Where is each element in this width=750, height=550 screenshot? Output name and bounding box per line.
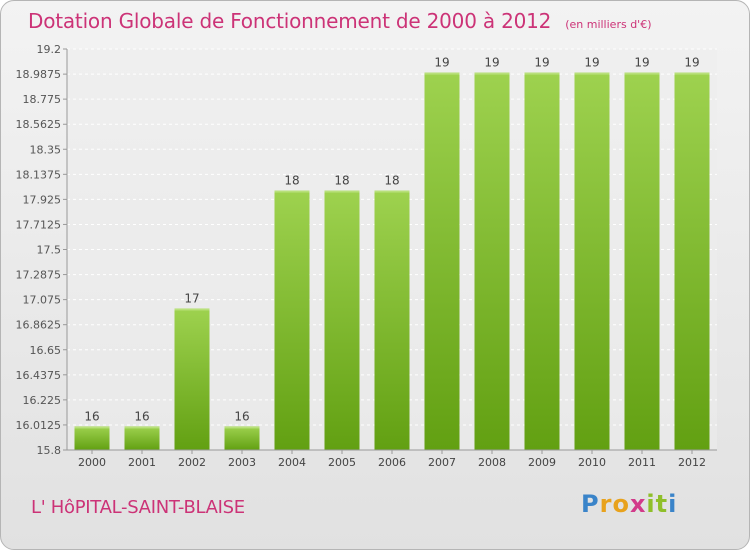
bar-highlight [224, 426, 260, 429]
bar [274, 190, 310, 450]
y-tick-label: 16.0125 [16, 419, 62, 432]
y-tick-label: 18.35 [30, 143, 62, 156]
y-tick-label: 19.2 [37, 43, 62, 56]
bar-highlight [274, 190, 310, 193]
data-label: 19 [534, 56, 549, 70]
x-tick-label: 2012 [678, 456, 706, 469]
logo-letter: t [655, 490, 669, 518]
title-row: Dotation Globale de Fonctionnement de 20… [28, 9, 651, 33]
bar [74, 426, 110, 450]
x-tick-label: 2005 [328, 456, 356, 469]
y-tick-label: 18.9875 [16, 68, 62, 81]
data-label: 16 [84, 409, 99, 423]
bars [74, 72, 710, 451]
bar [324, 190, 360, 450]
x-tick-label: 2007 [428, 456, 456, 469]
x-tick-label: 2008 [478, 456, 506, 469]
data-label: 19 [484, 56, 499, 70]
bar [674, 72, 710, 451]
x-tick-label: 2011 [628, 456, 656, 469]
x-tick-label: 2004 [278, 456, 306, 469]
proxiti-logo: Proxiti [581, 490, 677, 518]
logo-letter: P [581, 490, 600, 518]
y-tick-label: 16.8625 [16, 319, 62, 332]
y-tick-label: 16.4375 [16, 369, 62, 382]
bar [574, 72, 610, 451]
x-tick-label: 2003 [228, 456, 256, 469]
logo-letter: i [646, 490, 656, 518]
y-tick-label: 17.075 [23, 294, 62, 307]
town-name: L' HôPITAL-SAINT-BLAISE [31, 497, 245, 518]
y-tick-label: 18.775 [23, 93, 62, 106]
logo-letter: o [612, 490, 630, 518]
logo-letter: r [599, 490, 613, 518]
bar-highlight [624, 72, 660, 75]
bar-highlight [524, 72, 560, 75]
data-label: 18 [384, 174, 399, 188]
x-tick-label: 2000 [78, 456, 106, 469]
bar-highlight [74, 426, 110, 429]
data-label: 17 [184, 291, 199, 305]
bar [174, 308, 210, 450]
x-tick-label: 2010 [578, 456, 606, 469]
data-labels: 16 16 17 16 18 18 18 19 19 19 19 19 19 [84, 56, 699, 424]
bar [424, 72, 460, 451]
bar-highlight [374, 190, 410, 193]
y-tick-label: 17.925 [23, 193, 62, 206]
bar [624, 72, 660, 451]
y-tick-label: 17.2875 [16, 269, 62, 282]
data-label: 19 [634, 56, 649, 70]
data-label: 19 [584, 56, 599, 70]
data-label: 19 [434, 56, 449, 70]
y-tick-label: 16.65 [30, 344, 62, 357]
y-tick-label: 18.1375 [16, 168, 62, 181]
bar [374, 190, 410, 450]
bar [224, 426, 260, 450]
bar-highlight [424, 72, 460, 75]
bar-highlight [174, 308, 210, 311]
axes: 15.8 16.0125 16.225 16.4375 16.65 16.8625 17.0… [16, 43, 717, 469]
bar [524, 72, 560, 451]
logo-letter: i [668, 490, 678, 518]
y-tick-label: 17.5 [37, 244, 62, 257]
y-tick-label: 17.7125 [16, 218, 62, 231]
bar-highlight [474, 72, 510, 75]
logo-letter: x [629, 490, 647, 518]
bar [124, 426, 160, 450]
data-label: 18 [334, 174, 349, 188]
y-tick-label: 18.5625 [16, 118, 62, 131]
bar-highlight [574, 72, 610, 75]
chart-title: Dotation Globale de Fonctionnement de 20… [28, 9, 552, 33]
y-tick-label: 16.225 [23, 394, 62, 407]
data-label: 16 [134, 409, 149, 423]
chart-unit: (en milliers d'€) [565, 18, 652, 31]
bar-highlight [674, 72, 710, 75]
x-tick-label: 2001 [128, 456, 156, 469]
data-label: 19 [684, 56, 699, 70]
x-tick-label: 2009 [528, 456, 556, 469]
data-label: 18 [284, 174, 299, 188]
y-tick-label: 15.8 [37, 444, 62, 457]
data-label: 16 [234, 409, 249, 423]
bar-highlight [124, 426, 160, 429]
x-tick-label: 2006 [378, 456, 406, 469]
x-tick-label: 2002 [178, 456, 206, 469]
bar-highlight [324, 190, 360, 193]
bar [474, 72, 510, 451]
